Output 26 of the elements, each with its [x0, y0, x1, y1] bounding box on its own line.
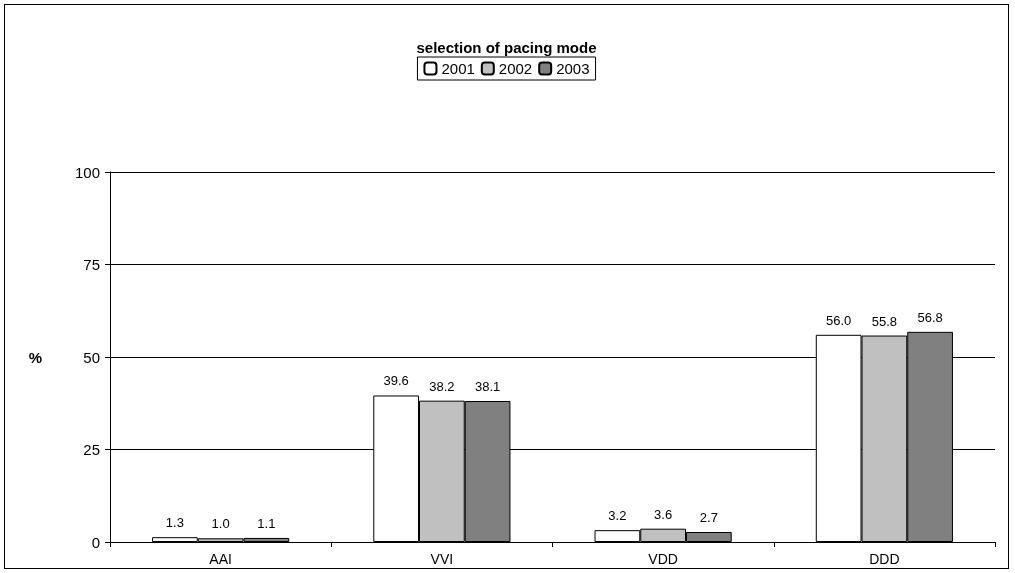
- data-label: 3.2: [608, 508, 627, 524]
- y-tick-label: 25: [83, 441, 100, 458]
- chart-title: selection of pacing mode: [416, 39, 597, 56]
- data-label: 38.1: [474, 379, 501, 395]
- data-label: 1.3: [165, 515, 184, 531]
- y-tick-label: 0: [91, 533, 100, 551]
- data-label: 55.8: [871, 313, 898, 329]
- x-tick-label: VVI: [430, 551, 454, 567]
- data-label: 1.0: [211, 516, 230, 532]
- data-label: 38.2: [429, 378, 455, 394]
- y-tick-label: 50: [83, 348, 100, 366]
- x-tick-label: AAI: [209, 551, 232, 567]
- legend-label: 2003: [556, 60, 590, 77]
- data-label: 3.6: [654, 506, 673, 522]
- data-label: 2.7: [699, 510, 718, 526]
- y-axis-title: %: [28, 348, 42, 366]
- y-tick-label: 75: [83, 256, 100, 273]
- data-label: 56.0: [825, 312, 852, 328]
- x-tick-label: DDD: [869, 551, 900, 567]
- legend-label: 2002: [498, 60, 533, 77]
- data-label: 1.1: [257, 515, 276, 531]
- y-tick-label: 100: [74, 163, 100, 181]
- x-tick-label: VDD: [648, 551, 678, 567]
- legend-label: 2001: [441, 60, 475, 77]
- data-label: 56.8: [917, 309, 943, 325]
- data-label: 39.6: [383, 373, 409, 389]
